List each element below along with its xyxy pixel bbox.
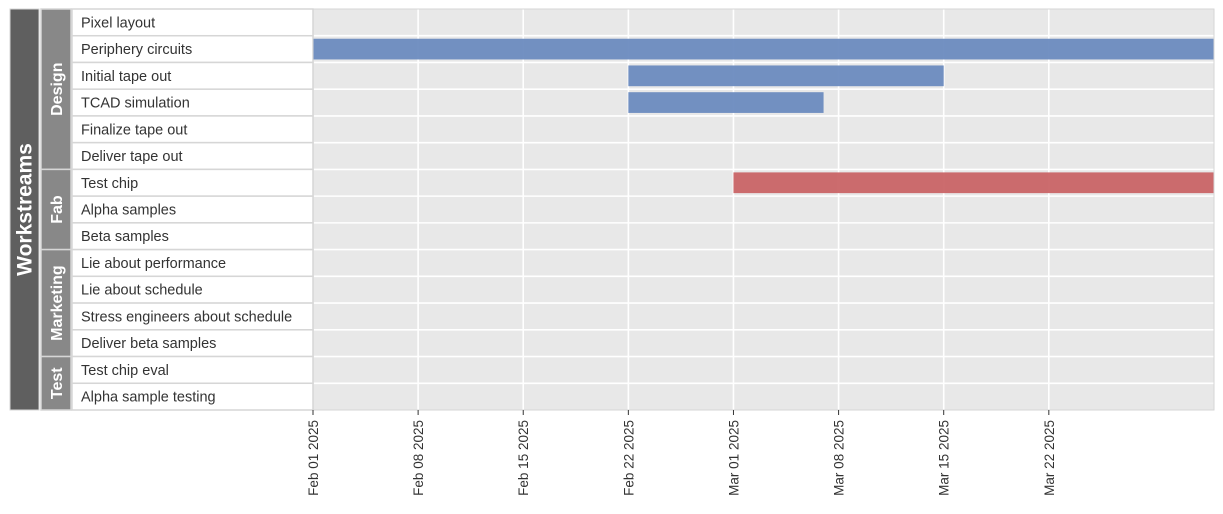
task-label: Lie about performance [81,256,226,272]
x-tick-label: Feb 01 2025 [306,420,321,496]
group-label: Marketing [49,265,66,341]
task-label-cell [71,275,314,304]
task-label: Stress engineers about schedule [81,309,292,325]
group-label: Test [49,367,66,399]
task-bar [313,38,1214,60]
y-axis-label: Workstreams [14,143,37,276]
x-tick-label: Mar 08 2025 [832,420,847,496]
task-label: Initial tape out [81,69,171,85]
task-label: Finalize tape out [81,122,187,138]
task-label-cell [71,195,314,224]
x-tick-label: Feb 15 2025 [516,420,531,496]
group-band [40,355,72,411]
task-label: TCAD simulation [81,96,190,112]
task-label: Beta samples [81,229,169,245]
plot-border [312,8,1215,411]
task-label-cell [71,141,314,171]
x-tick-label: Mar 15 2025 [937,420,952,496]
task-label-cell [71,382,314,411]
group-band [40,168,72,251]
group-label: Design [49,63,66,116]
task-label-cell [71,61,314,90]
task-label: Test chip [81,176,138,192]
task-label: Lie about schedule [81,283,203,299]
task-label-cell [71,329,314,358]
task-label-cell [71,355,314,385]
task-label-cell [71,302,314,331]
group-label: Fab [49,195,66,224]
task-label-cell [71,168,314,197]
task-label-cell [71,115,314,144]
x-tick-label: Feb 22 2025 [621,420,636,496]
x-tick-label: Mar 01 2025 [726,420,741,496]
task-label: Periphery circuits [81,42,192,58]
task-label-cell [71,8,314,37]
ylabel-band [9,8,40,411]
group-band [40,248,72,358]
task-label-cell [71,222,314,251]
task-label: Deliver beta samples [81,336,216,352]
x-tick-label: Mar 22 2025 [1042,420,1057,496]
task-bar [628,65,944,87]
task-bar [628,92,824,113]
x-tick-label: Feb 08 2025 [411,420,426,496]
group-band [40,8,72,171]
task-label: Alpha samples [81,203,176,219]
task-label: Test chip eval [81,363,169,379]
task-label: Deliver tape out [81,149,183,165]
task-bar [733,172,1214,194]
task-label: Alpha sample testing [81,390,216,406]
task-label-cell [71,88,314,117]
task-label: Pixel layout [81,15,155,31]
